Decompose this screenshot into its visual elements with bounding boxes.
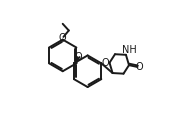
Text: O: O [75, 52, 82, 62]
Text: O: O [136, 62, 144, 72]
Text: NH: NH [122, 45, 136, 55]
Text: O: O [59, 33, 67, 43]
Text: O: O [102, 58, 110, 68]
